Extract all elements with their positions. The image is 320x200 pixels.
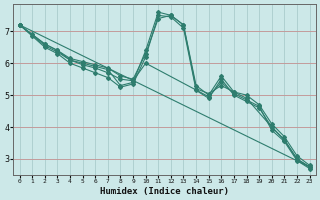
X-axis label: Humidex (Indice chaleur): Humidex (Indice chaleur) <box>100 187 229 196</box>
